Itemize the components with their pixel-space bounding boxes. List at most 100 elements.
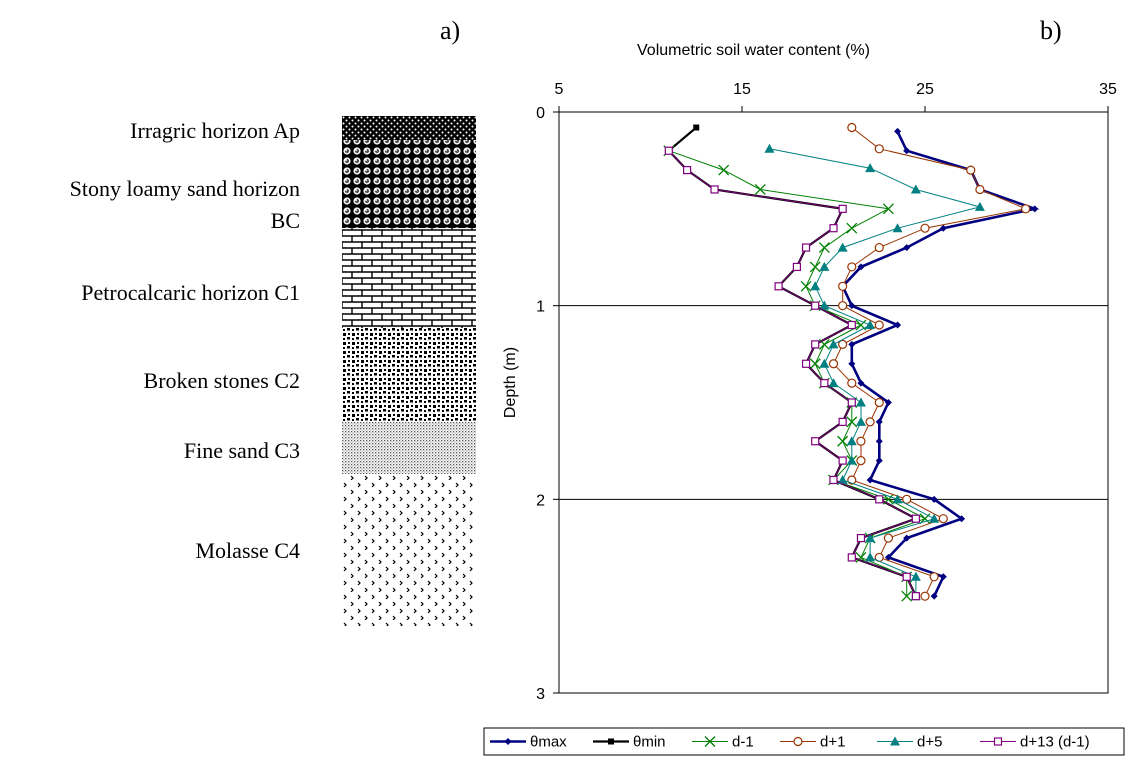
horizon-c4-block — [342, 474, 476, 626]
point-4-16 — [846, 455, 857, 465]
point-5-2 — [710, 185, 719, 194]
point-1-0 — [693, 124, 700, 131]
point-0-13 — [857, 379, 865, 387]
point-4-13 — [855, 397, 866, 407]
point-4-18 — [892, 494, 903, 504]
point-3-0 — [847, 122, 857, 133]
point-0-9 — [848, 302, 856, 310]
point-5-4 — [829, 224, 838, 233]
point-5-5 — [801, 243, 811, 252]
point-3-4 — [1021, 204, 1031, 214]
horizon-label-c3: Fine sand C3 — [183, 438, 300, 463]
point-5-0 — [664, 146, 673, 155]
point-5-3 — [838, 204, 847, 213]
point-5-7 — [774, 282, 783, 291]
grid-layer — [559, 305, 1108, 500]
point-0-0 — [894, 127, 902, 135]
point-3-12 — [828, 359, 839, 369]
horizon-c3-block — [342, 422, 476, 474]
point-4-7 — [810, 281, 821, 291]
point-3-9 — [838, 301, 848, 311]
point-5-8 — [811, 301, 820, 310]
series-line-4 — [769, 148, 982, 597]
point-2-7 — [800, 280, 812, 292]
point-4-1 — [865, 163, 876, 173]
point-5-1 — [682, 166, 692, 175]
legend-marker-1 — [608, 738, 614, 745]
y-tick-label-0: 0 — [536, 105, 545, 122]
point-4-9 — [865, 320, 876, 330]
point-4-22 — [910, 571, 921, 581]
point-5-9 — [847, 320, 856, 330]
point-4-12 — [828, 378, 839, 388]
point-4-21 — [865, 552, 876, 562]
point-0-20 — [958, 515, 966, 523]
point-2-23 — [901, 590, 913, 602]
panel-b-letter: b) — [1040, 16, 1062, 45]
point-5-22 — [902, 572, 911, 581]
point-4-5 — [837, 242, 848, 252]
x-axis-title: Volumetric soil water content (%) — [637, 42, 870, 59]
point-0-7 — [857, 263, 865, 271]
point-3-13 — [847, 378, 857, 388]
point-0-6 — [903, 244, 911, 252]
series-line-5 — [668, 150, 918, 597]
point-4-10 — [828, 339, 839, 349]
legend-label-1: θmin — [633, 734, 666, 751]
y-tick-label-2: 2 — [536, 492, 545, 509]
plot-frame — [558, 111, 1109, 694]
series-4 — [764, 143, 985, 601]
point-4-4 — [892, 223, 903, 233]
series-3 — [828, 122, 1031, 601]
horizon-label-ap: Irragric horizon Ap — [130, 118, 300, 143]
point-5-17 — [829, 475, 838, 485]
point-0-24 — [930, 592, 938, 600]
point-3-7 — [847, 262, 857, 272]
point-4-17 — [837, 474, 848, 484]
point-0-12 — [848, 360, 856, 368]
horizon-bc-block — [342, 140, 476, 228]
point-2-14 — [846, 416, 858, 428]
point-2-3 — [882, 203, 894, 215]
series-2 — [663, 145, 931, 602]
horizon-label-c2: Broken stones C2 — [143, 368, 300, 393]
point-3-17 — [856, 456, 866, 466]
point-5-6 — [792, 262, 802, 272]
point-3-24 — [920, 591, 930, 601]
point-3-10 — [874, 320, 884, 330]
point-3-15 — [865, 417, 875, 427]
legend-label-0: θmax — [530, 734, 567, 751]
point-0-15 — [875, 418, 883, 426]
point-3-16 — [856, 436, 866, 446]
point-3-6 — [874, 242, 884, 253]
point-4-3 — [974, 201, 985, 211]
point-2-2 — [754, 184, 766, 195]
point-4-14 — [855, 416, 866, 426]
legend-marker-5 — [993, 737, 1003, 746]
point-5-20 — [856, 533, 866, 543]
series-line-1 — [667, 126, 919, 597]
point-0-18 — [866, 476, 874, 484]
horizon-c1-block — [342, 228, 476, 328]
point-0-21 — [903, 534, 911, 542]
point-5-11 — [801, 359, 811, 368]
point-3-23 — [929, 572, 939, 582]
point-3-2 — [966, 165, 976, 175]
point-0-23 — [939, 573, 947, 581]
legend-label-3: d+1 — [820, 734, 845, 751]
point-5-15 — [811, 437, 820, 446]
point-5-10 — [811, 340, 820, 349]
point-0-16 — [875, 437, 883, 445]
point-0-5 — [939, 224, 947, 232]
series-0 — [839, 127, 1040, 600]
point-3-21 — [883, 533, 894, 543]
legend-marker-3 — [793, 736, 803, 747]
point-5-19 — [911, 514, 920, 523]
point-5-16 — [838, 456, 847, 465]
x-tick-label-0: 5 — [555, 81, 564, 98]
series-line-3 — [832, 127, 1028, 597]
point-5-23 — [911, 592, 920, 601]
series-layer — [663, 122, 1040, 602]
legend-label-5: d+13 (d-1) — [1020, 734, 1090, 751]
